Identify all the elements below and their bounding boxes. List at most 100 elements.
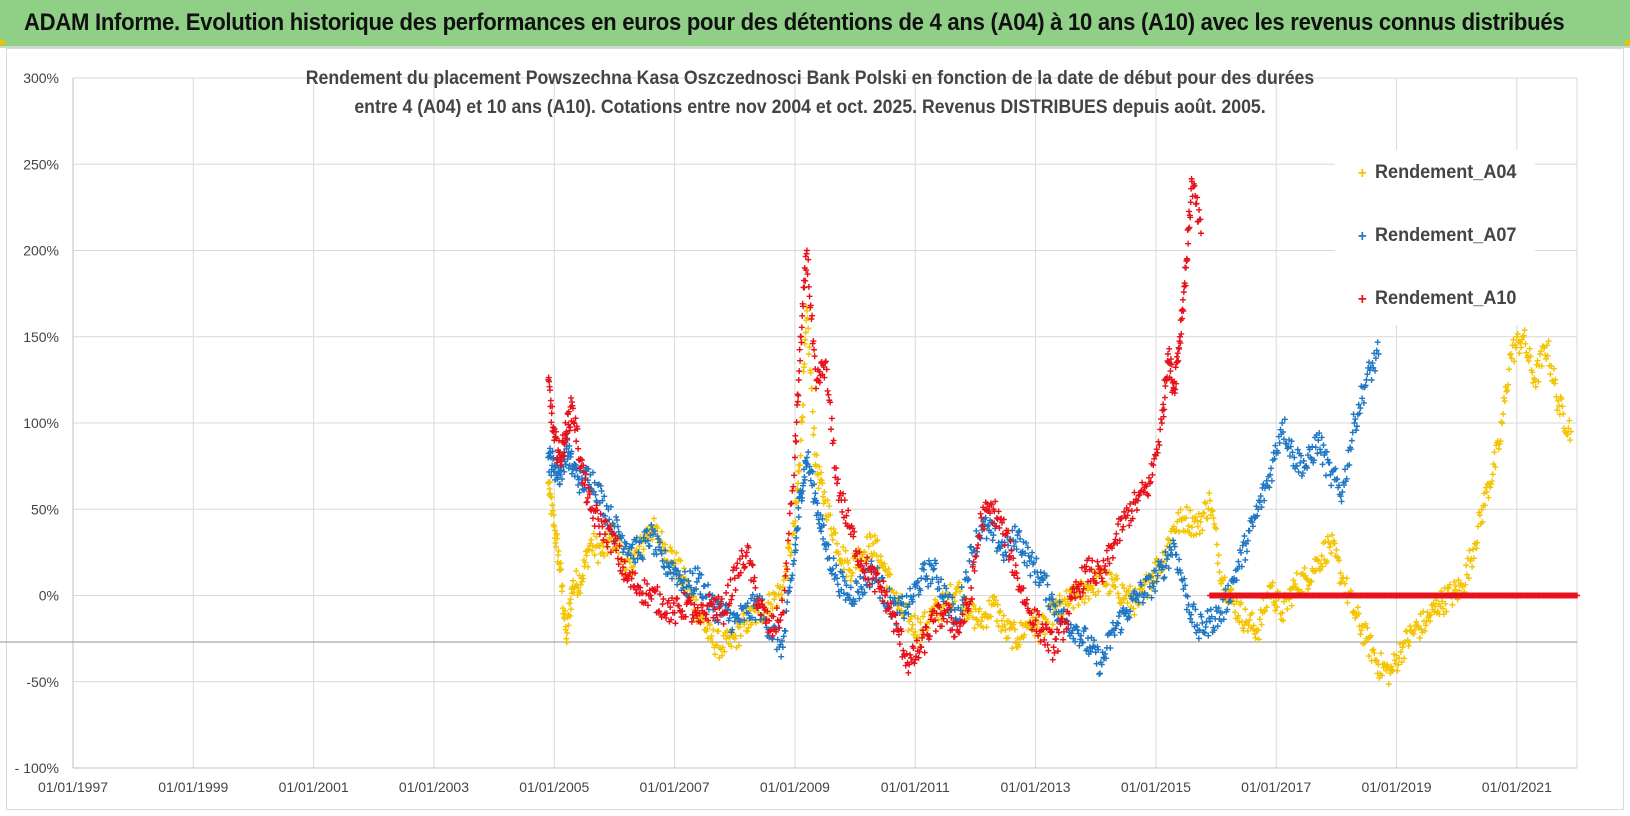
data-point — [566, 442, 573, 449]
data-point — [832, 571, 839, 578]
data-point — [1161, 406, 1168, 413]
data-point — [588, 536, 595, 543]
data-point — [599, 497, 606, 504]
data-point — [1112, 536, 1119, 543]
data-point — [806, 344, 813, 351]
data-point — [1194, 517, 1201, 524]
data-point — [787, 552, 794, 559]
data-point — [674, 595, 681, 602]
data-point — [852, 598, 859, 605]
data-point — [589, 515, 596, 522]
data-point — [581, 482, 588, 489]
data-point — [1574, 592, 1580, 599]
data-point — [1434, 608, 1441, 615]
data-point — [1519, 333, 1526, 340]
data-point — [1133, 596, 1140, 603]
data-point — [1193, 200, 1200, 207]
data-point — [1476, 512, 1483, 519]
data-point — [806, 463, 813, 470]
x-tick-label: 01/01/2013 — [1001, 779, 1071, 795]
data-point — [1371, 649, 1378, 656]
data-point — [656, 544, 663, 551]
data-point — [1301, 564, 1308, 571]
data-point — [1190, 601, 1197, 608]
data-point — [546, 387, 553, 394]
data-point — [1035, 632, 1042, 639]
data-point — [870, 565, 877, 572]
data-point — [569, 405, 576, 412]
data-point — [905, 669, 912, 676]
data-point — [1465, 575, 1472, 582]
data-point — [1127, 608, 1134, 615]
data-point — [694, 565, 701, 572]
data-point — [909, 598, 916, 605]
data-point — [661, 564, 668, 571]
data-point — [669, 548, 676, 555]
x-tick-label: 01/01/2021 — [1482, 779, 1552, 795]
data-point — [1329, 531, 1336, 538]
data-point — [1150, 583, 1157, 590]
data-point — [711, 606, 718, 613]
data-point — [1492, 464, 1499, 471]
data-point — [575, 482, 582, 489]
data-point — [694, 604, 701, 611]
data-point — [681, 576, 688, 583]
data-point — [1294, 446, 1301, 453]
data-point — [846, 592, 853, 599]
data-point — [561, 440, 568, 447]
data-point — [1140, 594, 1147, 601]
data-point — [1187, 615, 1194, 622]
y-tick-label: 250% — [23, 156, 59, 172]
data-point — [1394, 667, 1401, 674]
data-point — [1184, 257, 1191, 264]
data-point — [712, 641, 719, 648]
data-point — [973, 616, 980, 623]
data-point — [659, 601, 666, 608]
data-point — [637, 584, 644, 591]
data-point — [997, 607, 1004, 614]
data-point — [649, 536, 656, 543]
data-point — [854, 588, 861, 595]
data-point — [1221, 574, 1228, 581]
data-point — [701, 582, 708, 589]
data-point — [606, 516, 613, 523]
data-point — [667, 544, 674, 551]
data-point — [1034, 623, 1041, 630]
data-point — [738, 547, 745, 554]
data-point — [968, 584, 975, 591]
data-point — [803, 247, 810, 254]
data-point — [969, 563, 976, 570]
data-point — [1196, 530, 1203, 537]
data-point — [619, 532, 626, 539]
data-point — [780, 609, 787, 616]
data-point — [1335, 557, 1342, 564]
data-point — [860, 566, 867, 573]
data-point — [903, 592, 910, 599]
data-point — [1095, 646, 1102, 653]
x-tick-label: 01/01/2007 — [640, 779, 710, 795]
data-point — [1442, 600, 1449, 607]
data-point — [1002, 549, 1009, 556]
data-point — [615, 561, 622, 568]
data-point — [1522, 340, 1529, 347]
data-point — [714, 616, 721, 623]
data-point — [886, 585, 893, 592]
data-point — [632, 570, 639, 577]
data-point — [724, 610, 731, 617]
data-point — [718, 652, 725, 659]
data-point — [781, 587, 788, 594]
data-point — [1205, 505, 1212, 512]
data-point — [974, 541, 981, 548]
data-point — [1082, 593, 1089, 600]
data-point — [1213, 608, 1220, 615]
data-point — [744, 628, 751, 635]
data-point — [546, 378, 553, 385]
data-point — [1072, 638, 1079, 645]
data-point — [655, 608, 662, 615]
data-point — [1406, 639, 1413, 646]
data-point — [1331, 540, 1338, 547]
data-point — [834, 540, 841, 547]
data-point — [871, 532, 878, 539]
data-point — [1027, 572, 1034, 579]
